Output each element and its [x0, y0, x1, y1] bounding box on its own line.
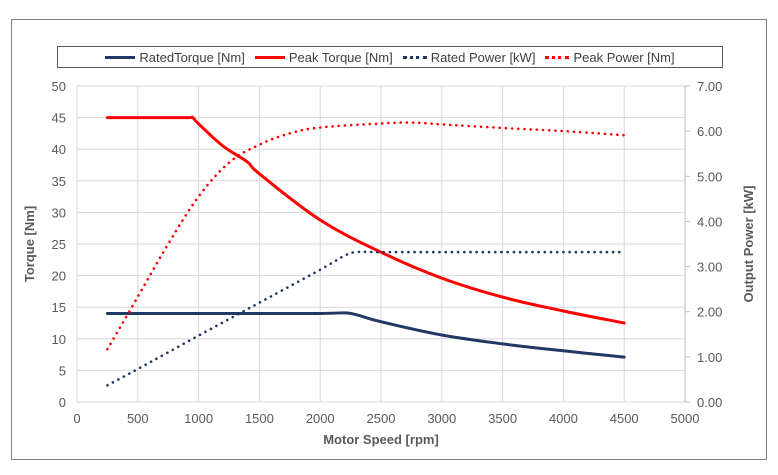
- y-tick-label: 30: [52, 205, 66, 220]
- legend-swatch-rated-torque: [105, 55, 136, 59]
- legend-item-rated-power: Rated Power [kW]: [402, 49, 536, 65]
- y2-tick-label: 2.00: [697, 305, 722, 320]
- series-peak-torque: [105, 115, 626, 325]
- x-tick-label: 3500: [488, 411, 517, 426]
- x-tick-label: 5000: [671, 411, 700, 426]
- legend-label: Rated Power [kW]: [430, 49, 536, 65]
- y2-tick-label: 4.00: [697, 214, 722, 229]
- y-axis-title: Torque [Nm]: [22, 206, 37, 282]
- legend-item-peak-torque: Peak Torque [Nm]: [254, 49, 393, 65]
- y-tick-label: 45: [52, 111, 66, 126]
- series-rated-torque: [105, 311, 626, 359]
- legend-swatch-peak-power: [545, 55, 570, 59]
- x-tick-label: 500: [127, 411, 149, 426]
- x-tick-label: 2500: [367, 411, 396, 426]
- y-tick-label: 5: [59, 363, 66, 378]
- y-tick-label: 50: [52, 79, 66, 94]
- y2-tick-label: 7.00: [697, 79, 722, 94]
- y-tick-label: 15: [52, 300, 66, 315]
- x-tick-label: 0: [73, 411, 80, 426]
- legend-label: RatedTorque [Nm]: [139, 49, 245, 65]
- x-tick-label: 4000: [549, 411, 578, 426]
- legend-item-rated-torque: RatedTorque [Nm]: [105, 50, 245, 65]
- y-tick-label: 40: [52, 142, 66, 157]
- x-tick-label: 2000: [306, 411, 335, 426]
- series-group: [105, 115, 626, 387]
- series-peak-power: [106, 121, 626, 351]
- y-tick-label: 35: [52, 174, 66, 189]
- x-tick-label: 1000: [184, 411, 213, 426]
- y2-tick-label: 5.00: [697, 169, 722, 184]
- y-tick-label: 0: [59, 395, 66, 410]
- x-tick-label: 4500: [610, 411, 639, 426]
- chart-area: [11, 19, 767, 460]
- legend-label: Peak Torque [Nm]: [288, 49, 393, 65]
- y2-tick-label: 0.00: [697, 395, 722, 410]
- series-rated-power: [106, 250, 626, 387]
- y-tick-label: 10: [52, 332, 66, 347]
- y2-tick-label: 1.00: [697, 350, 722, 365]
- x-tick-label: 3000: [427, 411, 456, 426]
- legend: RatedTorque [Nm] Peak Torque [Nm] Rated …: [57, 46, 723, 68]
- y2-axis-ticks: 0.00 1.00 2.00 3.00 4.00 5.00 6.00 7.00: [697, 79, 722, 410]
- y2-tick-label: 3.00: [697, 260, 722, 275]
- legend-swatch-peak-torque: [254, 55, 285, 59]
- x-axis-title: Motor Speed [rpm]: [323, 432, 439, 447]
- y2-axis-title: Output Power [kW]: [741, 186, 756, 303]
- y-tick-label: 20: [52, 269, 66, 284]
- y2-tick-label: 6.00: [697, 124, 722, 139]
- y-tick-label: 25: [52, 237, 66, 252]
- legend-item-peak-power: Peak Power [Nm]: [545, 49, 675, 65]
- y-axis-ticks: 0 5 10 15 20 25 30 35 40 45 50: [52, 79, 66, 410]
- x-axis-ticks: 0 500 1000 1500 2000 2500 3000 3500 4000 4500 5000: [73, 411, 699, 426]
- legend-label: Peak Power [Nm]: [573, 49, 675, 65]
- legend-swatch-rated-power: [402, 55, 427, 59]
- x-tick-label: 1500: [245, 411, 274, 426]
